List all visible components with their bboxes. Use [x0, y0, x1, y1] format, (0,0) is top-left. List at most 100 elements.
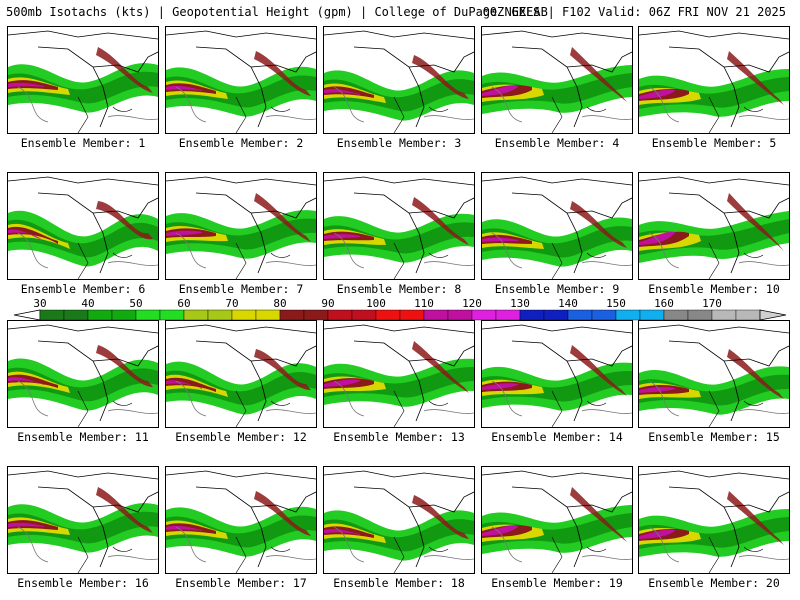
ensemble-member-label: Ensemble Member: 9 — [494, 282, 620, 296]
colorbar-swatch — [447, 309, 473, 321]
ensemble-member-label: Ensemble Member: 1 — [20, 136, 146, 150]
colorbar-tick-label: 50 — [129, 297, 143, 310]
colorbar-arrow-right — [759, 309, 787, 321]
map-graphic — [8, 30, 158, 133]
ensemble-panel: Ensemble Member: 2 — [165, 26, 317, 150]
colorbar-swatch — [495, 309, 521, 321]
colorbar-swatch — [375, 309, 401, 321]
header-title: 500mb Isotachs (kts) | Geopotential Heig… — [6, 5, 548, 19]
ensemble-panel: Ensemble Member: 14 — [481, 320, 633, 444]
isotach-map — [7, 466, 159, 574]
isotach-map — [323, 26, 475, 134]
isotach-map — [638, 172, 790, 280]
ensemble-panel: Ensemble Member: 5 — [638, 26, 790, 150]
isotach-map — [323, 172, 475, 280]
colorbar-tick-label: 170 — [702, 297, 722, 310]
ensemble-member-label: Ensemble Member: 19 — [491, 576, 623, 590]
map-graphic — [166, 324, 316, 427]
colorbar-swatch — [543, 309, 569, 321]
colorbar-tick-label: 140 — [558, 297, 578, 310]
colorbar-swatch — [255, 309, 281, 321]
colorbar-swatch — [639, 309, 665, 321]
isotach-map — [165, 466, 317, 574]
colorbar-swatch — [567, 309, 593, 321]
colorbar-tick-label: 130 — [510, 297, 530, 310]
ensemble-member-label: Ensemble Member: 20 — [648, 576, 780, 590]
isotach-map — [165, 320, 317, 428]
colorbar-swatch — [519, 309, 545, 321]
colorbar-tick-label: 150 — [606, 297, 626, 310]
colorbar-swatch — [63, 309, 89, 321]
ensemble-panel: Ensemble Member: 3 — [323, 26, 475, 150]
map-graphic — [8, 324, 158, 427]
colorbar-swatch — [687, 309, 713, 321]
colorbar-swatch — [399, 309, 425, 321]
header-run-info: 00Z GEFS | F102 Valid: 06Z FRI NOV 21 20… — [482, 5, 786, 19]
ensemble-member-label: Ensemble Member: 17 — [175, 576, 307, 590]
isotach-map — [7, 320, 159, 428]
ensemble-member-label: Ensemble Member: 16 — [17, 576, 149, 590]
ensemble-panel: Ensemble Member: 9 — [481, 172, 633, 296]
map-graphic — [166, 30, 316, 133]
ensemble-member-label: Ensemble Member: 7 — [178, 282, 304, 296]
colorbar-swatch — [231, 309, 257, 321]
ensemble-panel: Ensemble Member: 15 — [638, 320, 790, 444]
colorbar-swatch — [615, 309, 641, 321]
colorbar-tick-label: 40 — [81, 297, 95, 310]
isotach-map — [165, 172, 317, 280]
ensemble-member-label: Ensemble Member: 11 — [17, 430, 149, 444]
ensemble-panel: Ensemble Member: 13 — [323, 320, 475, 444]
isotach-map — [7, 26, 159, 134]
ensemble-member-label: Ensemble Member: 8 — [336, 282, 462, 296]
colorbar-swatch — [183, 309, 209, 321]
map-graphic — [482, 324, 632, 427]
map-graphic — [8, 176, 158, 279]
colorbar-swatch — [303, 309, 329, 321]
colorbar-swatch — [735, 309, 761, 321]
colorbar-swatch — [39, 309, 65, 321]
map-graphic — [639, 470, 789, 573]
ensemble-panel: Ensemble Member: 4 — [481, 26, 633, 150]
isotach-map — [638, 466, 790, 574]
map-graphic — [324, 324, 474, 427]
map-graphic — [324, 470, 474, 573]
colorbar-swatch — [423, 309, 449, 321]
colorbar-swatch — [351, 309, 377, 321]
ensemble-member-label: Ensemble Member: 10 — [648, 282, 780, 296]
colorbar-tick-label: 90 — [321, 297, 335, 310]
colorbar-swatch — [471, 309, 497, 321]
colorbar-tick-label: 160 — [654, 297, 674, 310]
isotach-map — [638, 320, 790, 428]
map-graphic — [482, 176, 632, 279]
ensemble-member-label: Ensemble Member: 4 — [494, 136, 620, 150]
colorbar-swatch — [87, 309, 113, 321]
colorbar-swatch — [159, 309, 185, 321]
isotach-map — [481, 26, 633, 134]
colorbar-swatch — [207, 309, 233, 321]
map-graphic — [482, 30, 632, 133]
isotach-map — [481, 466, 633, 574]
ensemble-panel: Ensemble Member: 10 — [638, 172, 790, 296]
colorbar-swatch — [327, 309, 353, 321]
colorbar-tick-label: 70 — [225, 297, 239, 310]
ensemble-member-label: Ensemble Member: 15 — [648, 430, 780, 444]
ensemble-member-label: Ensemble Member: 2 — [178, 136, 304, 150]
ensemble-panel: Ensemble Member: 19 — [481, 466, 633, 590]
ensemble-panel: Ensemble Member: 7 — [165, 172, 317, 296]
ensemble-member-label: Ensemble Member: 13 — [333, 430, 465, 444]
colorbar-tick-label: 120 — [462, 297, 482, 310]
map-graphic — [324, 30, 474, 133]
colorbar-swatch — [111, 309, 137, 321]
colorbar-swatch — [279, 309, 305, 321]
isotach-map — [7, 172, 159, 280]
ensemble-panel: Ensemble Member: 1 — [7, 26, 159, 150]
ensemble-panel: Ensemble Member: 20 — [638, 466, 790, 590]
map-graphic — [166, 176, 316, 279]
ensemble-member-label: Ensemble Member: 3 — [336, 136, 462, 150]
colorbar-swatch — [591, 309, 617, 321]
colorbar-swatch — [663, 309, 689, 321]
ensemble-panel: Ensemble Member: 17 — [165, 466, 317, 590]
ensemble-member-label: Ensemble Member: 18 — [333, 576, 465, 590]
isotach-map — [323, 466, 475, 574]
colorbar-tick-label: 110 — [414, 297, 434, 310]
